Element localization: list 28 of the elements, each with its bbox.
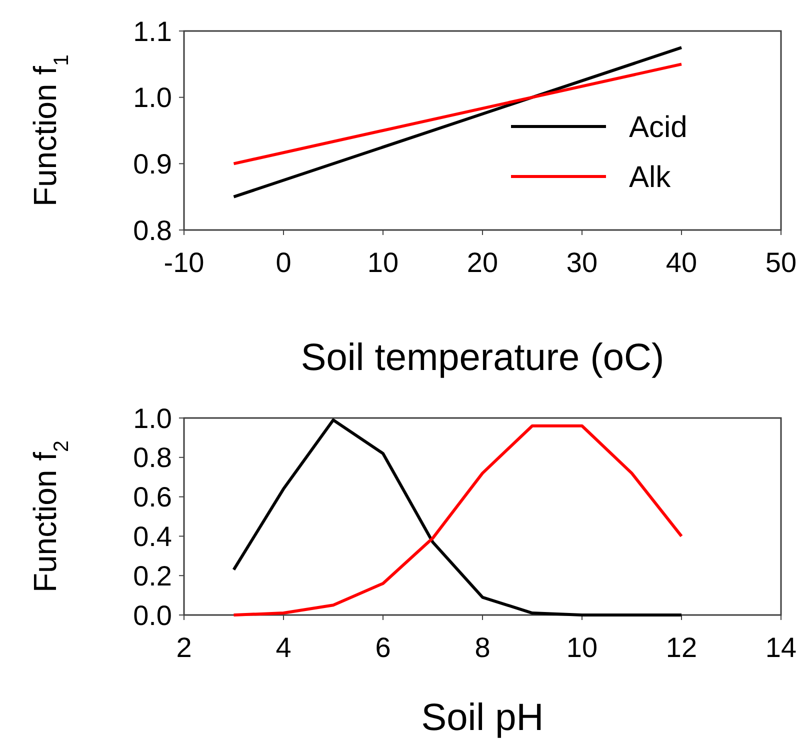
x-tick-label: 10 (566, 632, 598, 663)
legend-label: Acid (629, 111, 688, 144)
y-tick-label: 0.8 (133, 214, 172, 246)
x-tick-label: 4 (276, 632, 292, 663)
y-tick-label: 0.8 (133, 442, 172, 474)
y-tick-label: 1.1 (133, 16, 172, 47)
y-tick-label: 1.0 (133, 82, 172, 114)
x-tick-label: -10 (164, 247, 204, 278)
x-tick-label: 12 (666, 632, 698, 663)
x-tick-label: 6 (375, 632, 391, 663)
x-tick-label: 8 (474, 632, 490, 663)
x-tick-label: 14 (765, 632, 797, 663)
x-tick-label: 2 (176, 632, 192, 663)
legend-label: Alk (629, 161, 672, 194)
x-tick-label: 30 (566, 247, 598, 278)
y-tick-label: 0.6 (133, 482, 172, 513)
y-tick-label: 0.2 (133, 560, 172, 592)
x-tick-label: 10 (367, 247, 399, 278)
y-tick-label: 0.9 (133, 148, 172, 180)
y-tick-label: 0.4 (133, 521, 172, 552)
x-axis-title: Soil temperature (oC) (300, 337, 664, 379)
y-tick-label: 0.0 (133, 600, 172, 631)
x-tick-label: 50 (765, 247, 797, 278)
y-tick-label: 1.0 (133, 402, 172, 434)
x-tick-label: 40 (666, 247, 698, 278)
x-tick-label: 20 (466, 247, 498, 278)
x-tick-label: 0 (276, 247, 292, 278)
x-axis-title: Soil pH (421, 697, 544, 739)
